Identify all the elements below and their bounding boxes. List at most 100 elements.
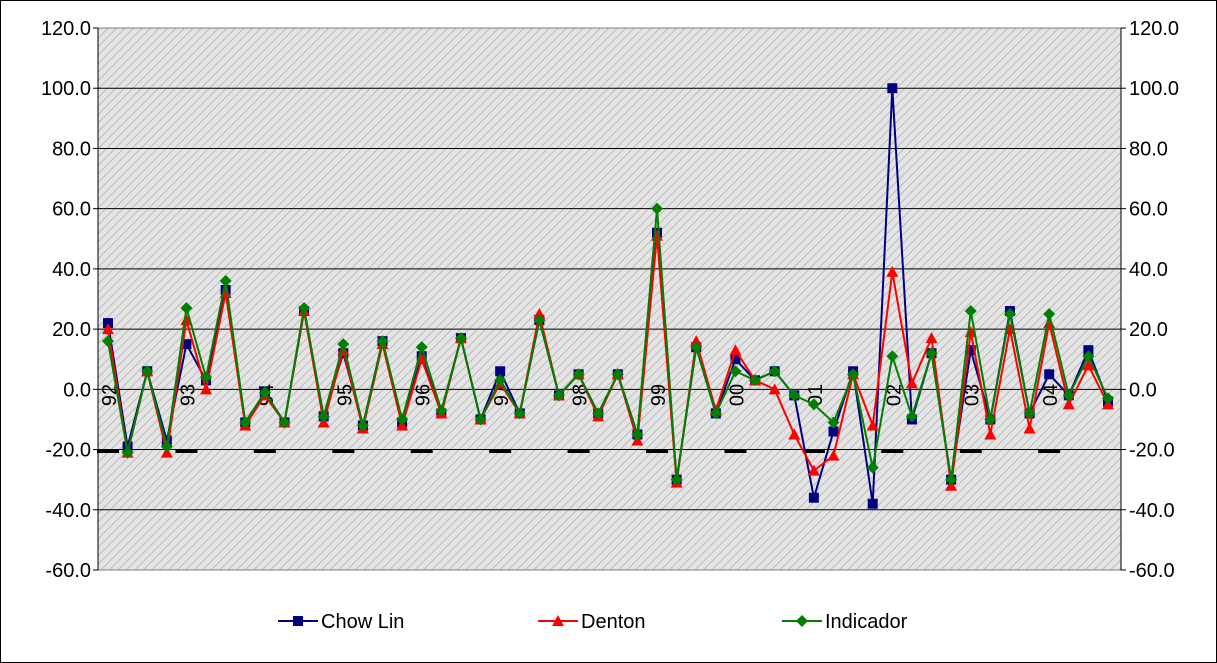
data-point	[1083, 345, 1094, 356]
x-tick-label: 03	[962, 384, 984, 406]
data-point	[631, 428, 644, 441]
data-point	[396, 413, 409, 426]
y-axis-left: -60.0 -40.0 -20.0 0.0 20.0 40.0 60.0 80.0 100.0 1…	[41, 18, 99, 582]
data-point	[866, 419, 879, 431]
x-tick-label: 93	[177, 384, 199, 406]
x-tick-label: 00	[726, 384, 748, 406]
data-point	[611, 368, 624, 381]
data-point	[1044, 369, 1055, 380]
data-point	[293, 616, 303, 626]
data-point	[102, 335, 114, 348]
data-point	[925, 332, 938, 344]
y-tick-label-right: -60.0	[1129, 560, 1175, 582]
data-point	[1062, 389, 1075, 402]
data-point	[887, 83, 898, 94]
data-point	[796, 615, 808, 627]
x-tick-mark	[175, 450, 198, 453]
data-point	[495, 366, 506, 377]
y-tick-label-right: 0.0	[1129, 379, 1157, 401]
legend-item: Indicador	[782, 611, 908, 633]
y-tick-label-right: -20.0	[1129, 440, 1175, 462]
data-point	[886, 350, 899, 363]
data-point	[730, 354, 741, 365]
data-point	[1003, 308, 1016, 321]
y-tick-label-right: 80.0	[1129, 138, 1168, 160]
y-tick-label-right: -40.0	[1129, 500, 1175, 522]
data-point	[827, 449, 840, 461]
data-point	[886, 265, 899, 277]
data-point	[278, 416, 291, 429]
data-point	[984, 413, 997, 426]
y-tick-label-right: 40.0	[1129, 259, 1168, 281]
x-tick-mark	[646, 450, 669, 453]
data-point	[749, 374, 762, 387]
data-point	[337, 338, 350, 351]
y-tick-label-left: 120.0	[41, 18, 91, 40]
y-tick-label-left: 100.0	[41, 78, 91, 100]
y-tick-label-left: 20.0	[52, 319, 91, 341]
x-tick-mark	[97, 450, 119, 453]
x-tick-mark	[410, 450, 433, 453]
x-tick-label: 01	[805, 384, 827, 406]
data-point	[141, 365, 154, 378]
x-tick-label: 04	[1040, 384, 1062, 406]
data-point	[729, 365, 742, 378]
y-tick-label-left: 0.0	[63, 379, 91, 401]
x-tick-mark	[567, 450, 590, 453]
y-tick-label-left: 60.0	[52, 199, 91, 221]
data-point	[808, 492, 819, 503]
data-point	[415, 341, 428, 354]
data-point	[1062, 398, 1075, 410]
data-point	[925, 347, 938, 360]
data-point	[965, 345, 976, 356]
data-point	[1023, 422, 1036, 434]
data-point	[709, 407, 722, 420]
gridlines	[98, 87, 1121, 511]
data-point	[905, 377, 918, 389]
y-tick-label-left: -40.0	[45, 500, 91, 522]
x-tick-mark	[802, 450, 825, 453]
data-point	[103, 318, 113, 329]
legend: Chow Lin Denton Indicador	[278, 611, 908, 633]
data-point	[807, 398, 820, 411]
data-point	[533, 314, 546, 327]
data-point	[905, 410, 918, 423]
data-point	[552, 389, 565, 402]
data-point	[827, 416, 840, 429]
plot-area	[97, 27, 1122, 571]
data-point	[258, 386, 271, 399]
data-point	[317, 410, 330, 423]
x-tick-mark	[1038, 450, 1061, 453]
data-point	[984, 428, 997, 440]
data-point	[494, 374, 507, 387]
x-tick-mark	[489, 450, 512, 453]
legend-item: Chow Lin	[278, 611, 404, 633]
y-tick-label-right: 100.0	[1129, 78, 1179, 100]
x-tick-label: 96	[413, 384, 435, 406]
data-point	[474, 413, 487, 426]
data-point	[200, 371, 213, 384]
data-point	[768, 383, 781, 395]
data-point	[533, 308, 546, 320]
data-point	[102, 323, 114, 335]
data-point	[1023, 407, 1036, 420]
data-point	[513, 407, 526, 420]
data-point	[219, 274, 232, 287]
data-point	[945, 473, 958, 486]
data-point	[454, 332, 467, 345]
data-point	[160, 440, 173, 453]
y-tick-label-right: 120.0	[1129, 18, 1179, 40]
x-tick-mark	[724, 450, 747, 453]
legend-label: Indicador	[825, 611, 908, 633]
legend-item: Denton	[538, 611, 646, 633]
legend-label: Chow Lin	[321, 611, 404, 633]
x-tick-mark	[959, 450, 982, 453]
data-point	[807, 464, 820, 476]
y-tick-label-right: 60.0	[1129, 199, 1168, 221]
series-indicador	[102, 202, 1114, 486]
data-point	[788, 428, 801, 440]
y-tick-label-left: 80.0	[52, 138, 91, 160]
series-line	[107, 207, 1109, 481]
data-point	[356, 419, 369, 432]
series-layer	[102, 83, 1114, 509]
